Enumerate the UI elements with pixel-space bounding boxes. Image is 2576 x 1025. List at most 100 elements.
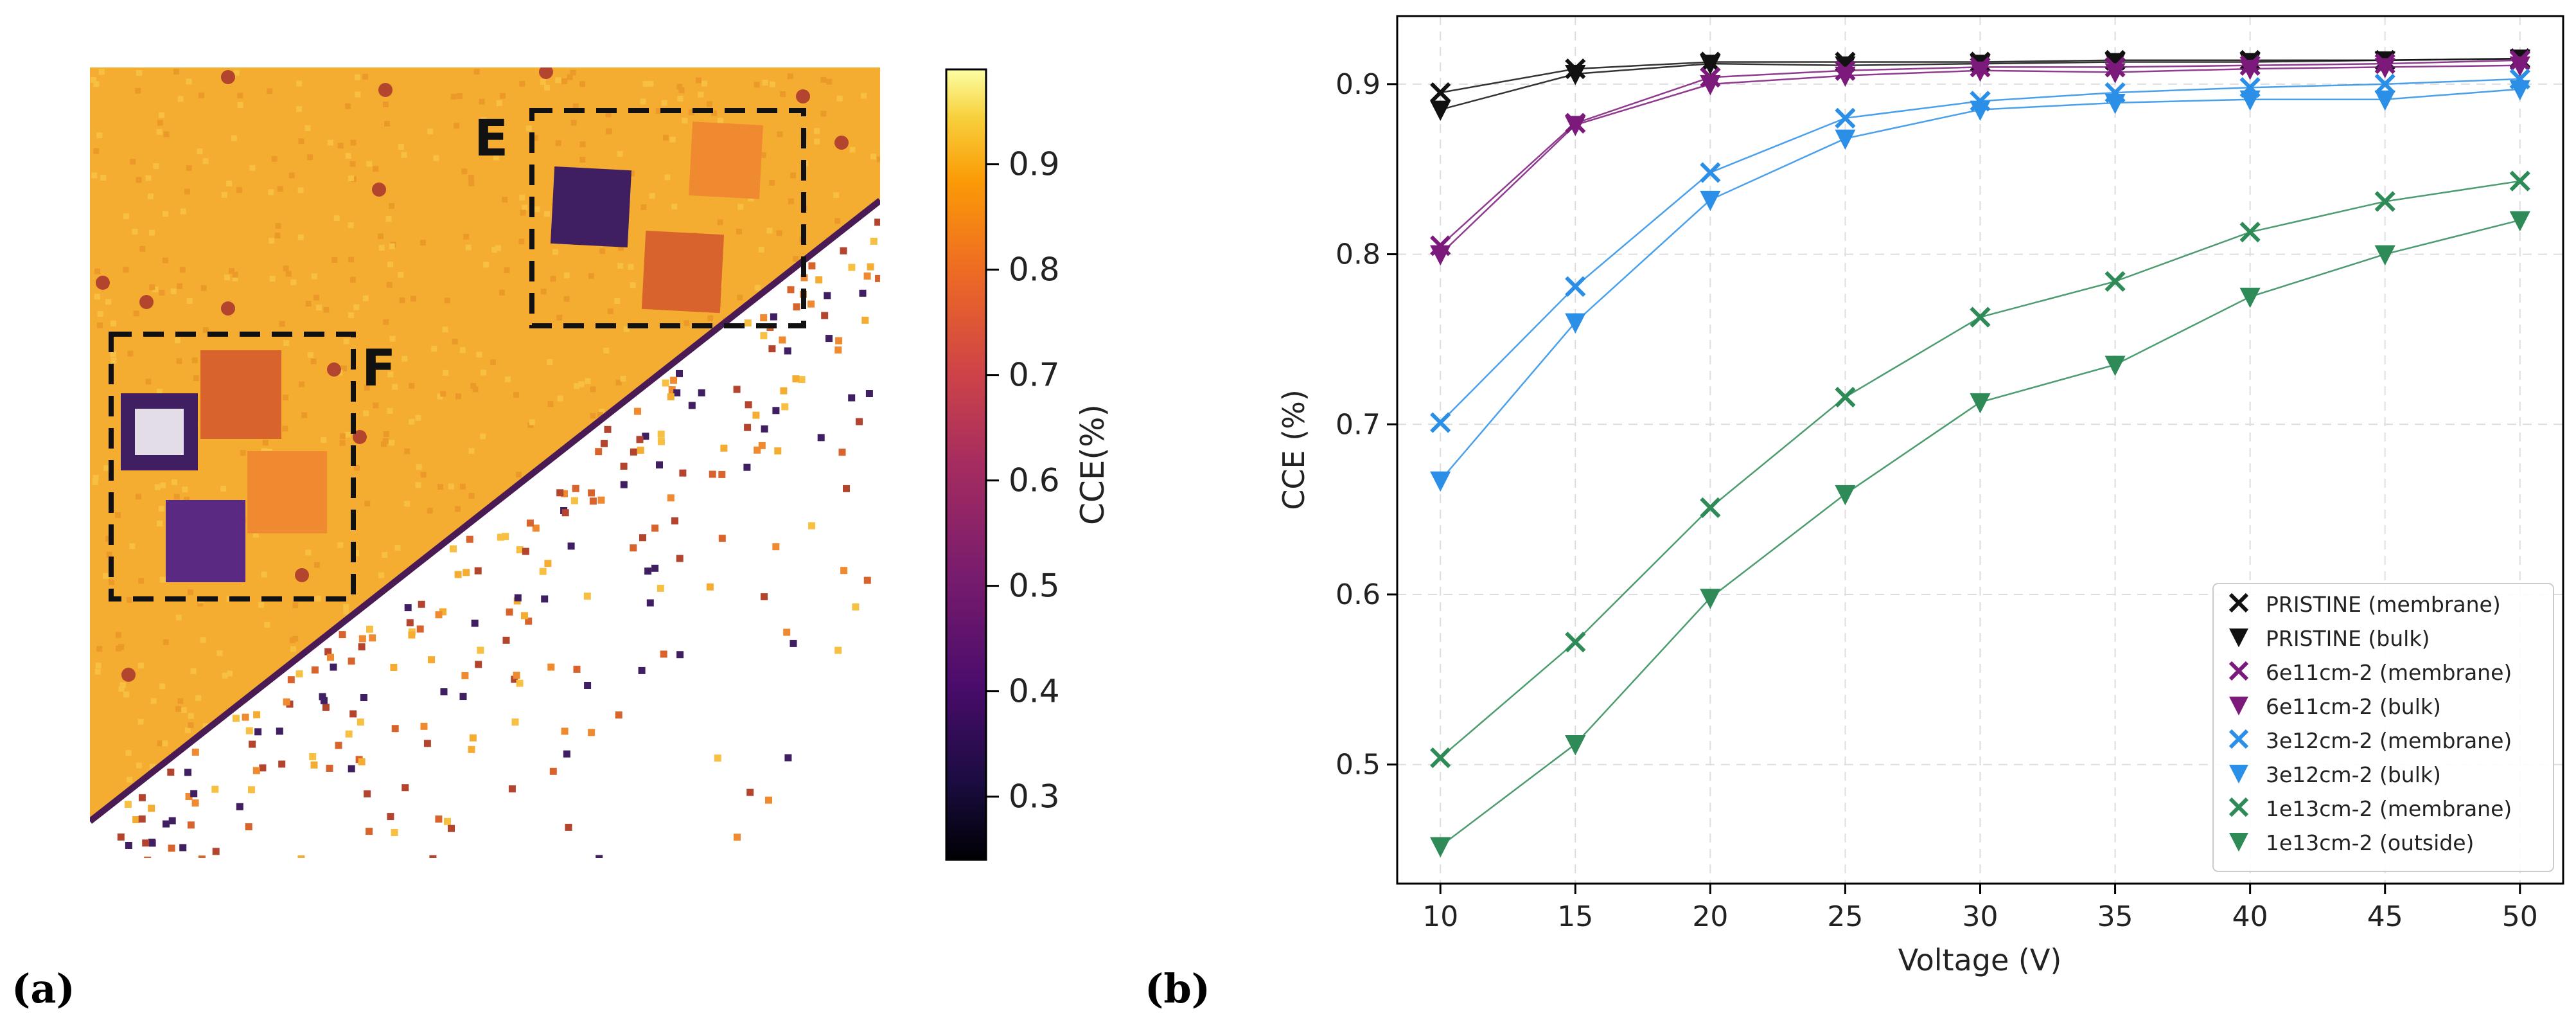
scatter-pixel — [144, 857, 152, 858]
speckle-pixel — [343, 338, 349, 344]
scatter-pixel — [720, 444, 728, 452]
scatter-pixel — [761, 593, 768, 601]
speckle-pixel — [145, 175, 152, 181]
speckle-pixel — [664, 174, 671, 181]
speckle-pixel — [232, 275, 238, 281]
panel-b-label: (b) — [1145, 965, 1210, 1012]
speckle-pixel — [669, 136, 676, 143]
colorbar-tick-label: 0.3 — [1009, 778, 1060, 816]
speckle-pixel — [297, 234, 304, 240]
speckle-pixel — [706, 101, 712, 107]
speckle-pixel — [617, 150, 623, 157]
scatter-pixel — [835, 337, 843, 344]
speckle-pixel — [455, 506, 461, 512]
speckle-pixel — [296, 80, 303, 87]
speckle-pixel — [232, 271, 238, 278]
speckle-pixel — [452, 339, 458, 344]
speckle-pixel — [195, 695, 202, 701]
speckle-pixel — [443, 370, 449, 376]
speckle-pixel — [135, 87, 141, 94]
speckle-pixel — [617, 263, 624, 269]
scatter-pixel — [604, 425, 612, 433]
speckle-pixel — [534, 206, 540, 213]
speckle-pixel — [662, 134, 669, 141]
scatter-pixel — [357, 718, 364, 726]
speckle-pixel — [181, 707, 187, 713]
speckle-pixel — [574, 383, 580, 389]
speckle-pixel — [780, 91, 786, 97]
legend-item: 1e13cm-2 (membrane) — [2228, 796, 2512, 821]
scatter-pixel — [168, 844, 175, 852]
region-e-box — [529, 108, 806, 328]
speckle-pixel — [159, 683, 166, 690]
speckle-pixel — [382, 102, 389, 107]
speckle-pixel — [138, 578, 145, 584]
speckle-pixel — [758, 246, 764, 253]
speckle-pixel — [605, 111, 612, 118]
scatter-pixel — [401, 784, 409, 792]
scatter-pixel — [471, 619, 479, 627]
defect-spot — [221, 301, 235, 316]
scatter-pixel — [198, 855, 206, 858]
speckle-pixel — [448, 483, 454, 490]
data-point — [1430, 471, 1451, 492]
speckle-pixel — [787, 73, 793, 80]
scatter-pixel — [637, 447, 644, 454]
scatter-pixel — [233, 715, 240, 722]
scatter-pixel — [148, 839, 156, 847]
speckle-pixel — [555, 77, 561, 84]
speckle-pixel — [277, 186, 283, 192]
scatter-pixel — [657, 438, 665, 445]
speckle-pixel — [547, 401, 554, 407]
speckle-pixel — [401, 355, 408, 362]
speckle-pixel — [268, 189, 274, 195]
speckle-pixel — [343, 609, 349, 615]
scatter-pixel — [646, 599, 654, 607]
speckle-pixel — [552, 249, 558, 255]
speckle-pixel — [269, 238, 275, 244]
defect-spot — [796, 89, 810, 103]
speckle-pixel — [496, 100, 502, 106]
data-point — [1430, 82, 1451, 103]
speckle-pixel — [628, 263, 634, 270]
speckle-pixel — [688, 109, 694, 116]
speckle-pixel — [677, 96, 684, 102]
speckle-pixel — [175, 614, 182, 621]
scatter-pixel — [466, 535, 473, 543]
scatter-pixel — [521, 612, 528, 619]
data-point — [1565, 631, 1586, 653]
scatter-pixel — [734, 833, 741, 841]
scatter-pixel — [190, 790, 198, 798]
square-f-damage — [135, 409, 184, 455]
speckle-pixel — [229, 268, 234, 274]
series-4 — [1430, 56, 2530, 266]
speckle-pixel — [870, 154, 876, 160]
speckle-pixel — [661, 100, 667, 106]
speckle-pixel — [188, 589, 193, 596]
scatter-pixel — [838, 449, 846, 456]
scatter-pixel — [444, 817, 451, 825]
speckle-pixel — [299, 381, 305, 388]
series-layer — [1430, 48, 2530, 858]
speckle-pixel — [110, 351, 116, 357]
speckle-pixel — [556, 314, 563, 321]
speckle-pixel — [820, 111, 827, 117]
cce-vs-voltage-chart: 10 15 20 25 30 35 40 45 50 0.5 0.6 0.7 0.8 0.9 Voltag… — [1276, 15, 2564, 977]
speckle-pixel — [339, 440, 346, 446]
scatter-pixel — [506, 608, 513, 616]
speckle-pixel — [814, 138, 820, 145]
series-6 — [1430, 80, 2530, 492]
speckle-pixel — [186, 298, 193, 304]
speckle-pixel — [96, 132, 103, 139]
speckle-pixel — [495, 245, 501, 251]
speckle-pixel — [191, 357, 198, 364]
speckle-pixel — [269, 276, 276, 282]
speckle-pixel — [519, 80, 525, 87]
scatter-pixel — [253, 711, 261, 718]
speckle-pixel — [153, 163, 159, 169]
speckle-pixel — [198, 92, 204, 98]
scatter-pixel — [245, 727, 253, 735]
speckle-pixel — [820, 76, 827, 83]
scatter-pixel — [236, 803, 243, 810]
speckle-pixel — [401, 152, 407, 158]
